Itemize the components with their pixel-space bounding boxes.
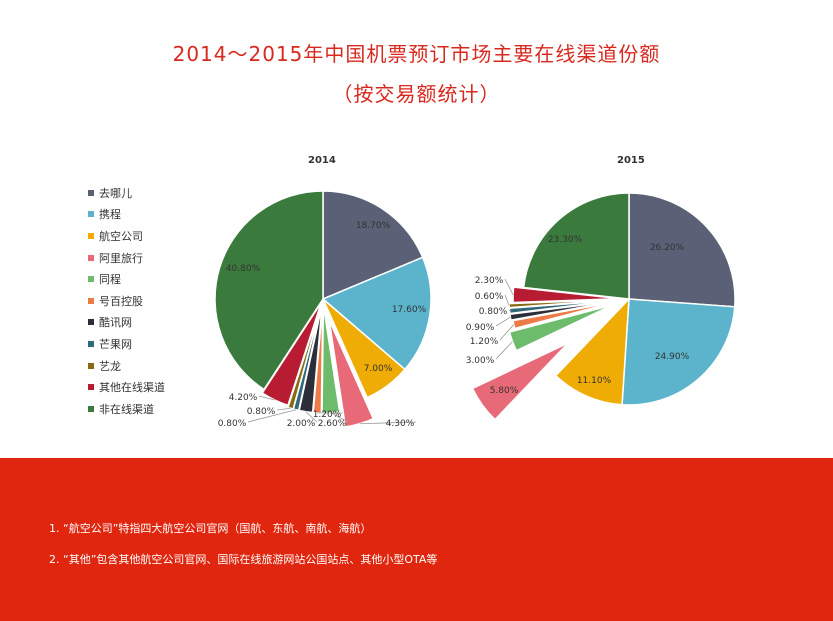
leader-line [508, 309, 510, 312]
legend-item: 同程 [88, 268, 165, 290]
data-label: 17.60% [392, 305, 427, 315]
pie-2014: 18.70% 17.60% 7.00% 4.30% 2.60%1.20%2.00% 0.8… [214, 190, 432, 429]
chart-title: 2014～2015年中国机票预订市场主要在线渠道份额 [172, 42, 661, 66]
legend-swatch [88, 189, 94, 196]
legend-label: 同程 [99, 273, 121, 287]
leader-line [495, 341, 513, 360]
legend-label: 携程 [99, 208, 121, 222]
legend-swatch [88, 405, 94, 412]
legend-item: 酷讯网 [88, 312, 165, 334]
legend-label: 其他在线渠道 [99, 381, 165, 395]
leader-line [330, 412, 349, 423]
data-label: 0.60% [475, 292, 504, 302]
footer-notes: 1. “航空公司”特指四大航空公司官网（国航、东航、南航、海航） 2. “其他”… [0, 458, 833, 621]
leader-line [504, 278, 514, 295]
pie-slice-航空公司 [322, 298, 406, 399]
pie-slice-阿里旅行 [328, 319, 375, 428]
legend-label: 去哪儿 [99, 186, 132, 200]
pie-slice-携程 [321, 256, 432, 371]
pie-title-2015: 2015 [617, 155, 645, 166]
legend-label: 芒果网 [99, 337, 132, 351]
pie-slice-非在线渠道 [214, 190, 324, 391]
legend-label: 酷讯网 [99, 316, 132, 330]
footnote-1: 1. “航空公司”特指四大航空公司官网（国航、东航、南航、海航） [49, 522, 372, 535]
data-label: 4.30% [386, 419, 415, 429]
data-label: 18.70% [356, 221, 391, 231]
legend-item: 芒果网 [88, 333, 165, 355]
legend-item: 其他在线渠道 [88, 376, 165, 398]
legend-item: 阿里旅行 [88, 247, 165, 269]
data-label: 40.80% [226, 264, 261, 274]
legend-label: 阿里旅行 [99, 251, 143, 265]
leader-line [495, 316, 511, 327]
data-label: 5.80% [490, 386, 519, 396]
leader-line [305, 411, 318, 423]
legend-swatch [88, 362, 94, 369]
data-label: 3.00% [466, 356, 495, 366]
legend-swatch [88, 232, 94, 239]
leader-line [359, 421, 417, 425]
legend-label: 艺龙 [99, 359, 121, 373]
legend-item: 携程 [88, 204, 165, 226]
legend-swatch [88, 297, 94, 304]
legend-label: 非在线渠道 [99, 402, 154, 416]
data-label: 0.80% [247, 407, 276, 417]
pie-slice-携程 [621, 298, 736, 406]
legend-item: 航空公司 [88, 225, 165, 247]
data-label: 2.60% [318, 419, 347, 429]
legend-swatch [88, 319, 94, 326]
data-label: 11.10% [577, 376, 612, 386]
pie-title-2014: 2014 [308, 155, 336, 166]
legend-swatch [88, 276, 94, 283]
pie-slice-航空公司 [554, 296, 630, 406]
data-label: 26.20% [650, 243, 685, 253]
legend-item: 号百控股 [88, 290, 165, 312]
chart-subtitle: （按交易额统计） [332, 82, 501, 106]
pie-2015: 26.20% 24.90% 11.10% 5.80% 3.00% 1.20% 0.90% 0.… [466, 192, 736, 421]
legend-label: 号百控股 [99, 294, 143, 308]
legend-item: 艺龙 [88, 355, 165, 377]
leader-line [247, 409, 297, 423]
pie-slice-去哪儿 [628, 192, 736, 308]
footnote-2: 2. “其他”包含其他航空公司官网、国际在线旅游网站公国站点、其他小型OTA等 [49, 553, 438, 566]
pie-slice-号百控股 [512, 300, 618, 330]
data-label: 23.30% [548, 235, 583, 245]
legend-swatch [88, 254, 94, 261]
pie-slice-其他在线渠道 [261, 302, 322, 407]
leader-line [504, 294, 510, 306]
legend-item: 非在线渠道 [88, 398, 165, 420]
leader-line [499, 324, 515, 341]
legend-swatch [88, 384, 94, 391]
data-label: 0.80% [479, 307, 508, 317]
data-label: 1.20% [470, 337, 499, 347]
leader-line [258, 395, 275, 401]
legend-item: 去哪儿 [88, 182, 165, 204]
data-label: 7.00% [364, 364, 393, 374]
legend-swatch [88, 211, 94, 218]
pie-slice-阿里旅行 [471, 342, 569, 421]
legend: 去哪儿 携程 航空公司 阿里旅行 同程 号百控股 酷讯网 芒果网 艺龙 其他在线… [88, 182, 165, 420]
data-label: 2.00% [287, 419, 316, 429]
data-label: 24.90% [655, 352, 690, 362]
data-label: 1.20% [313, 410, 342, 420]
pie-slice-非在线渠道 [522, 192, 630, 300]
data-label: 4.20% [229, 393, 258, 403]
data-label: 2.30% [475, 276, 504, 286]
data-label: 0.90% [466, 323, 495, 333]
pie-slice-艺龙 [286, 304, 323, 410]
pie-charts: 18.70%17.60%7.00%4.30%2.60%1.20%2.00%0.8… [214, 190, 736, 429]
pie-slice-去哪儿 [322, 190, 424, 301]
data-label: 0.80% [218, 419, 247, 429]
legend-swatch [88, 340, 94, 347]
legend-label: 航空公司 [99, 229, 143, 243]
leader-line [276, 407, 291, 411]
